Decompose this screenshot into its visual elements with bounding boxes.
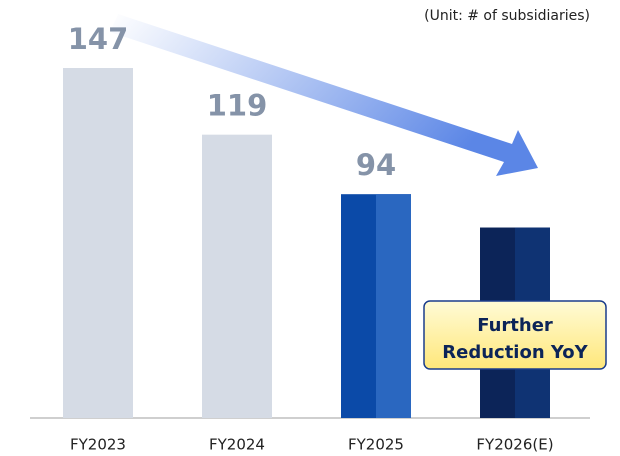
x-tick-label: FY2024 [209,436,265,454]
value-label: 147 [68,22,129,56]
annotation-line: Further [477,315,553,336]
annotation-line: Reduction YoY [442,342,588,363]
x-tick-label: FY2023 [70,436,126,454]
trend-arrow [110,14,538,176]
value-label: 94 [356,148,396,182]
x-tick-label: FY2025 [348,436,404,454]
bar-highlight [376,194,411,418]
unit-note: (Unit: # of subsidiaries) [424,8,590,24]
annotation: Further Reduction YoY [423,300,607,370]
bar [63,68,133,418]
annotation-box [423,300,607,370]
x-tick-label: FY2026(E) [476,436,553,454]
bar [202,134,272,418]
value-label: 119 [207,89,268,123]
